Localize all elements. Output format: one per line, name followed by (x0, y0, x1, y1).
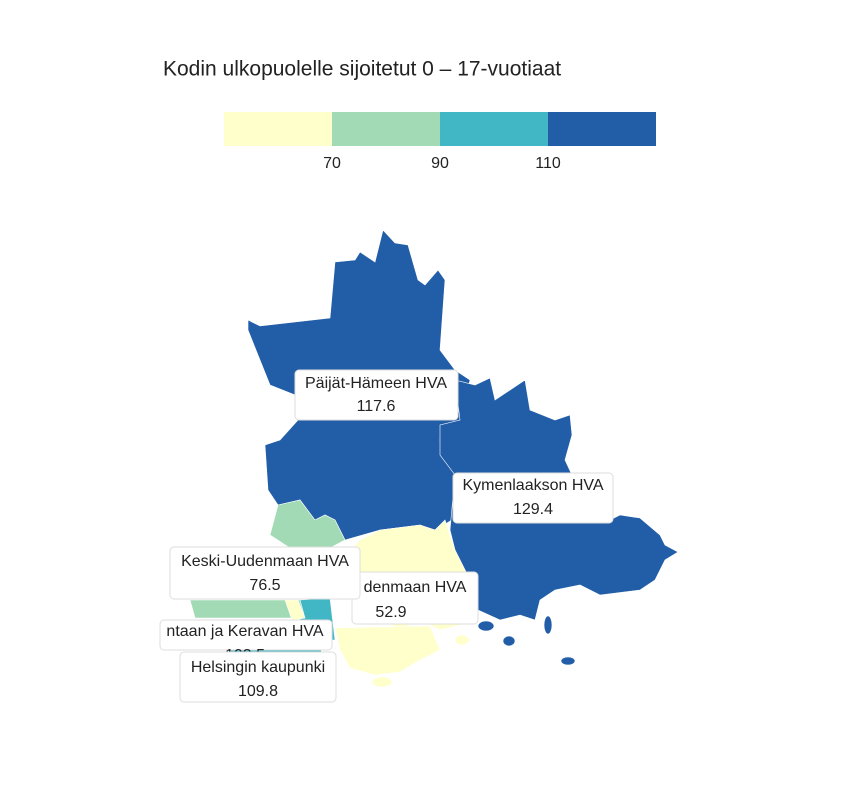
label-keski: Keski-Uudenmaan HVA 76.5 (169, 546, 361, 600)
label-box (169, 546, 361, 600)
legend-swatch (332, 112, 440, 146)
map-title: Kodin ulkopuolelle sijoitetut 0 – 17-vuo… (163, 58, 561, 81)
region-name: Päijät-Hämeen HVA (305, 375, 447, 392)
legend-tick-label: 110 (535, 155, 561, 172)
region-shape (477, 620, 495, 632)
region-name: Helsingin kaupunki (191, 659, 325, 676)
label-box (179, 651, 337, 703)
legend-tick-label: 90 (431, 155, 449, 172)
region-name: Keski-Uudenmaan HVA (181, 553, 349, 570)
legend-swatch (440, 112, 548, 146)
legend-swatch (224, 112, 332, 146)
legend-tick-label: 70 (323, 155, 341, 172)
region-shape (269, 499, 346, 561)
label-box (294, 369, 459, 421)
region-name: ntaan ja Keravan HVA (166, 623, 323, 640)
region-value: 109.8 (238, 683, 278, 700)
label-kymen: Kymenlaakson HVA 129.4 (452, 472, 614, 524)
label-helsinki: Helsingin kaupunki 109.8 (179, 651, 337, 703)
label-paijat: Päijät-Hämeen HVA 117.6 (294, 369, 459, 421)
region-name: denmaan HVA (364, 579, 467, 596)
region-shape (371, 676, 393, 688)
region-value: 117.6 (357, 398, 396, 415)
region-value: 52.9 (375, 604, 406, 621)
region-value: 76.5 (249, 577, 280, 594)
legend: 70 90 110 (224, 112, 656, 172)
label-box (452, 472, 614, 524)
region-name: Kymenlaakson HVA (462, 477, 603, 494)
region-shape (502, 635, 516, 647)
label-itä: denmaan HVA 52.9 (351, 571, 479, 625)
legend-swatch (548, 112, 656, 146)
label-box (159, 619, 333, 651)
region-shape (454, 634, 470, 646)
region-shape (560, 656, 576, 666)
region-value: 129.4 (513, 501, 553, 518)
region-shape (284, 599, 306, 621)
region-shape (543, 615, 553, 635)
region-shape (334, 625, 441, 676)
